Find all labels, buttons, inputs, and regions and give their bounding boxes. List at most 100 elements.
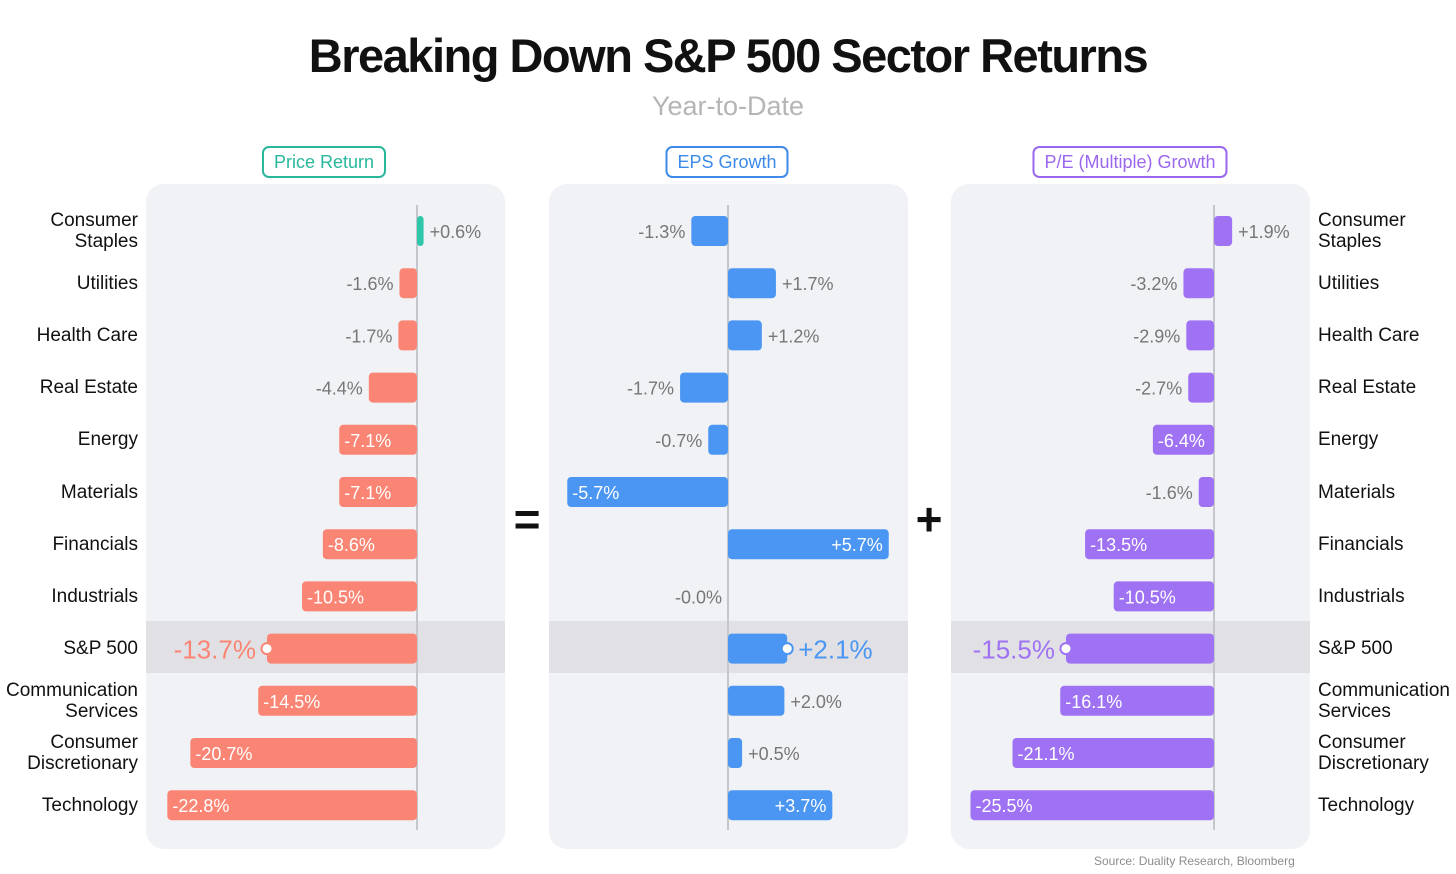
category-label-line: Consumer bbox=[1318, 210, 1406, 231]
category-label: Materials bbox=[0, 482, 138, 503]
category-label-line: Energy bbox=[77, 429, 138, 451]
price-bar bbox=[339, 424, 417, 455]
price-bar bbox=[339, 477, 417, 507]
category-label: Energy bbox=[1318, 429, 1453, 450]
category-label-line: Health Care bbox=[36, 324, 138, 346]
eps-value-label: -0.7% bbox=[655, 431, 702, 451]
eps-growth-header: EPS Growth bbox=[665, 146, 789, 178]
eps-value-label: +2.1% bbox=[798, 635, 872, 665]
category-label: Technology bbox=[0, 795, 138, 816]
pe-value-label: -2.9% bbox=[1133, 326, 1180, 346]
pe-value-label: -13.5% bbox=[1090, 535, 1147, 555]
category-label-line: Discretionary bbox=[1318, 753, 1429, 774]
price-value-label: -7.1% bbox=[344, 431, 391, 451]
pe-bar bbox=[1085, 529, 1214, 560]
pe-value-label: -25.5% bbox=[975, 796, 1032, 816]
pe-bar bbox=[1065, 633, 1214, 664]
eps-value-label: -1.7% bbox=[627, 379, 674, 399]
pe-value-label: -1.6% bbox=[1146, 483, 1193, 503]
category-label-line: Technology bbox=[41, 794, 138, 816]
category-label: Utilities bbox=[0, 273, 138, 294]
pe-value-label: -2.7% bbox=[1135, 379, 1182, 399]
price-value-label: -20.7% bbox=[195, 744, 252, 764]
eps-bar bbox=[728, 685, 785, 716]
eps-bar bbox=[728, 529, 889, 560]
category-label-line: Communication bbox=[1318, 679, 1450, 701]
price-value-label: -10.5% bbox=[307, 587, 364, 607]
eps-bar bbox=[691, 216, 728, 246]
category-label-line: Energy bbox=[1318, 429, 1379, 451]
eps-bar bbox=[567, 477, 728, 507]
price-value-label: -14.5% bbox=[263, 692, 320, 712]
category-label: Energy bbox=[0, 429, 138, 450]
category-label: Financials bbox=[1318, 534, 1453, 555]
category-label-line: Technology bbox=[1318, 794, 1415, 816]
price-value-label: -8.6% bbox=[328, 535, 375, 555]
eps-bar bbox=[728, 320, 762, 351]
pe-bar bbox=[970, 790, 1214, 821]
price-return-header: Price Return bbox=[261, 146, 387, 178]
price-value-label: -1.6% bbox=[346, 274, 393, 294]
price-value-label: -13.7% bbox=[174, 635, 256, 665]
price-value-label: -1.7% bbox=[345, 326, 392, 346]
category-label-line: Discretionary bbox=[27, 753, 138, 774]
eps-value-label: +3.7% bbox=[775, 796, 827, 816]
price-bar bbox=[399, 268, 417, 299]
pe-marker bbox=[1059, 642, 1073, 656]
pe-value-label: -10.5% bbox=[1119, 587, 1176, 607]
pe-value-label: -16.1% bbox=[1065, 692, 1122, 712]
category-label: Consumer Discretionary bbox=[1318, 732, 1453, 774]
category-label-line: Services bbox=[65, 700, 138, 722]
price-bar bbox=[368, 372, 417, 403]
price-bar bbox=[266, 633, 417, 664]
eps-bar bbox=[728, 790, 833, 821]
eps-zero-axis bbox=[727, 205, 729, 830]
source-note: Source: Duality Research, Bloomberg bbox=[1094, 854, 1295, 868]
category-label-line: Real Estate bbox=[1318, 377, 1417, 399]
chart-subtitle: Year-to-Date bbox=[651, 91, 805, 121]
category-label: Utilities bbox=[1318, 273, 1453, 294]
price-bar bbox=[302, 581, 417, 612]
category-label: Industrials bbox=[1318, 586, 1453, 607]
category-label: Consumer Discretionary bbox=[0, 732, 138, 774]
eps-bar bbox=[728, 633, 788, 664]
pe-zero-axis bbox=[1213, 205, 1215, 830]
category-label: Consumer Staples bbox=[0, 210, 138, 252]
category-label-line: Utilities bbox=[76, 272, 138, 294]
eps-value-label: +0.5% bbox=[748, 744, 800, 764]
pe-bar bbox=[1012, 738, 1214, 768]
pe-bar bbox=[1214, 216, 1233, 246]
category-label-line: Communication bbox=[6, 679, 138, 701]
pe-bar bbox=[1198, 477, 1214, 507]
pe-bar bbox=[1188, 372, 1214, 403]
eps-value-label: -1.3% bbox=[638, 222, 685, 242]
chart-title: Breaking Down S&P 500 Sector Returns bbox=[308, 29, 1149, 82]
category-label-line: Utilities bbox=[1318, 272, 1380, 294]
category-label-line: Staples bbox=[74, 231, 138, 252]
category-label-line: Materials bbox=[1318, 481, 1396, 503]
price-bar bbox=[258, 685, 417, 716]
category-label-line: Industrials bbox=[51, 585, 138, 607]
category-label: S&P 500 bbox=[0, 638, 138, 659]
price-value-label: -4.4% bbox=[316, 379, 363, 399]
category-label: Communication Services bbox=[0, 680, 138, 722]
price-bar bbox=[167, 790, 417, 821]
pe-bar bbox=[1113, 581, 1214, 612]
price-marker bbox=[260, 642, 274, 656]
category-label: Technology bbox=[1318, 795, 1453, 816]
category-label-line: Services bbox=[1318, 700, 1391, 722]
eps-bar bbox=[708, 424, 728, 455]
category-label-line: Health Care bbox=[1318, 324, 1420, 346]
category-label-line: Materials bbox=[60, 481, 138, 503]
pe-value-label: +1.9% bbox=[1238, 222, 1290, 242]
price-value-label: -7.1% bbox=[344, 483, 391, 503]
category-label: Consumer Staples bbox=[1318, 210, 1453, 252]
category-label: Health Care bbox=[1318, 325, 1453, 346]
category-label: Financials bbox=[0, 534, 138, 555]
pe-bar bbox=[1186, 320, 1214, 351]
category-label-line: Financials bbox=[1318, 533, 1404, 555]
pe-bar bbox=[1152, 424, 1214, 455]
category-label: S&P 500 bbox=[1318, 638, 1453, 659]
category-label: Materials bbox=[1318, 482, 1453, 503]
